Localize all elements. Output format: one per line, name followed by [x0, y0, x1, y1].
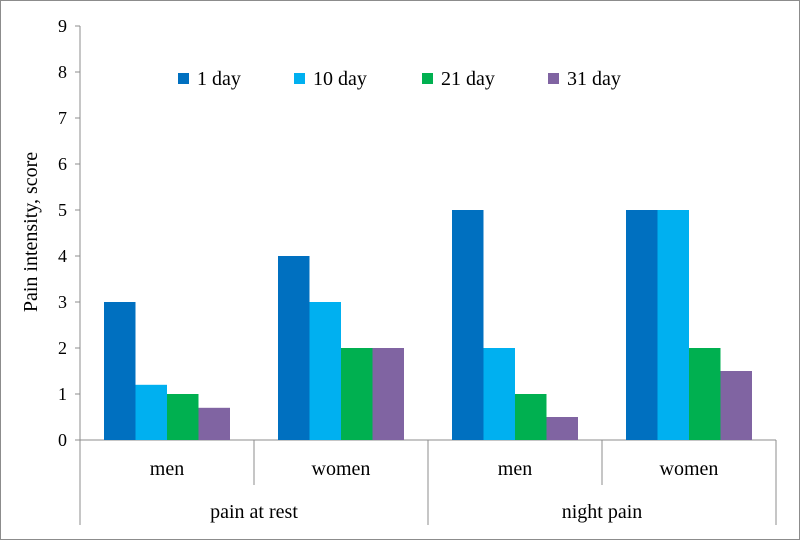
legend-label: 10 day [313, 68, 367, 90]
x-tick-label: women [312, 458, 371, 480]
x-tick-label: men [498, 458, 532, 480]
bar [546, 417, 578, 440]
legend-label: 21 day [441, 68, 495, 90]
axes: 0 1 2 3 4 5 6 7 8 9 men women men women pain at rest ni… [58, 16, 777, 525]
y-tick-label: 6 [58, 154, 67, 174]
x-group-label: pain at rest [210, 501, 298, 523]
y-tick-label: 4 [58, 246, 67, 266]
x-tick-label: men [150, 458, 184, 480]
bar [135, 384, 167, 440]
bar [452, 210, 484, 440]
bar [104, 302, 136, 440]
legend: 1 day 10 day 21 day 31 day [178, 68, 621, 90]
bar [341, 348, 373, 440]
bar [309, 302, 341, 440]
y-tick-label: 2 [58, 338, 67, 358]
bar [689, 348, 721, 440]
bar [483, 348, 515, 440]
bar [372, 348, 404, 440]
bar [720, 371, 752, 440]
x-group-label: night pain [562, 501, 643, 523]
y-tick-label: 9 [58, 16, 67, 36]
bar [198, 407, 230, 440]
legend-swatch [548, 73, 559, 84]
y-tick-label: 3 [58, 292, 67, 312]
legend-swatch [178, 73, 189, 84]
y-tick-label: 1 [58, 384, 67, 404]
y-tick-label: 8 [58, 62, 67, 82]
y-axis-label: Pain intensity, score [20, 152, 42, 312]
legend-label: 1 day [197, 68, 241, 90]
legend-swatch [422, 73, 433, 84]
bar [515, 394, 547, 440]
bar [167, 394, 199, 440]
y-tick-label: 7 [58, 108, 67, 128]
bar [278, 256, 310, 440]
bar [657, 210, 689, 440]
bar [626, 210, 658, 440]
y-tick-label: 5 [58, 200, 67, 220]
x-tick-label: women [660, 458, 719, 480]
y-tick-label: 0 [58, 430, 67, 450]
legend-swatch [294, 73, 305, 84]
bars [104, 210, 752, 440]
legend-label: 31 day [567, 68, 621, 90]
